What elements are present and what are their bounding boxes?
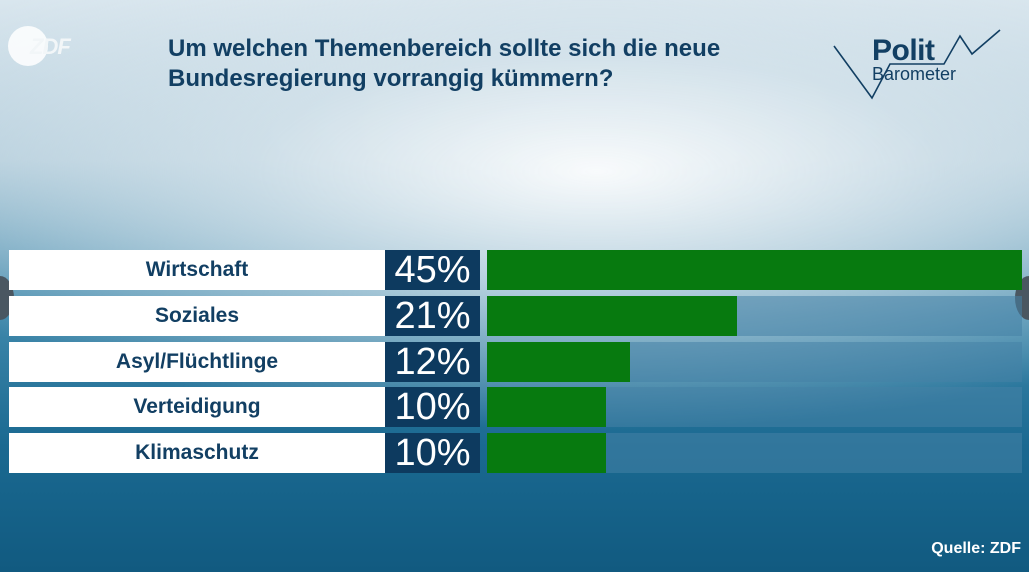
zdf-logo-circle bbox=[8, 26, 48, 66]
politbarometer-logo: Polit Barometer bbox=[832, 24, 1012, 104]
politbarometer-chevron-icon bbox=[833, 29, 1001, 100]
category-label: Soziales bbox=[9, 296, 385, 336]
value-label: 12% bbox=[385, 341, 480, 383]
category-label: Wirtschaft bbox=[9, 250, 385, 290]
bar bbox=[487, 250, 1022, 290]
value-label: 45% bbox=[385, 249, 480, 291]
bar bbox=[487, 296, 737, 336]
category-label: Klimaschutz bbox=[9, 433, 385, 473]
bar bbox=[487, 342, 630, 382]
bar bbox=[487, 387, 606, 427]
zdf-logo: ZDF bbox=[30, 34, 71, 59]
value-label: 21% bbox=[385, 295, 480, 337]
brand-line-1: Polit bbox=[872, 34, 935, 67]
value-label: 10% bbox=[385, 432, 480, 474]
chart-title: Um welchen Themenbereich sollte sich die… bbox=[168, 35, 721, 92]
category-label: Verteidigung bbox=[9, 387, 385, 427]
category-label: Asyl/Flüchtlinge bbox=[9, 342, 385, 382]
value-label: 10% bbox=[385, 386, 480, 428]
source-note: Quelle: ZDF bbox=[931, 540, 1021, 557]
brand-line-2: Barometer bbox=[872, 64, 957, 84]
bar bbox=[487, 433, 606, 473]
